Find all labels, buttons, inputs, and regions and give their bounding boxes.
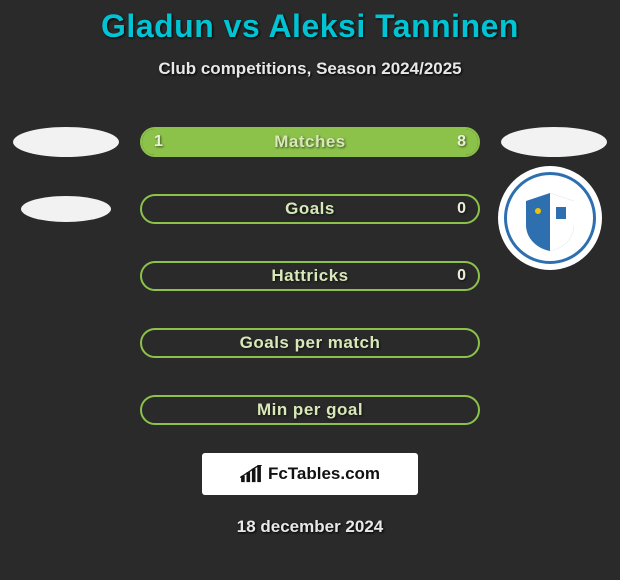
watermark-text: FcTables.com (268, 464, 380, 484)
bar-value-right: 8 (457, 133, 466, 151)
metric-bar: Goals per match (140, 328, 480, 358)
left-badge-slot (10, 251, 122, 301)
left-badge-slot (10, 117, 122, 167)
right-badge-slot (498, 318, 610, 368)
ellipse-badge-icon (13, 127, 119, 157)
date-label: 18 december 2024 (0, 517, 620, 537)
watermark: FcTables.com (202, 453, 418, 495)
metric-row: 1 Matches 8 (10, 117, 610, 167)
ellipse-badge-icon (21, 196, 111, 222)
bar-label: Min per goal (142, 400, 478, 420)
left-badge-slot (10, 184, 122, 234)
comparison-infographic: Gladun vs Aleksi Tanninen Club competiti… (0, 0, 620, 537)
left-badge-slot (10, 318, 122, 368)
bar-chart-icon (240, 465, 262, 483)
metric-row: Goals per match (10, 318, 610, 368)
metric-row: Goals 0 (10, 184, 610, 234)
metric-bar: Min per goal (140, 395, 480, 425)
bar-label: Goals (142, 199, 478, 219)
bar-label: Goals per match (142, 333, 478, 353)
ellipse-badge-icon (501, 127, 607, 157)
metric-row: Hattricks 0 (10, 251, 610, 301)
metric-row: Min per goal (10, 385, 610, 435)
right-badge-slot (498, 251, 610, 301)
bar-value-right: 0 (457, 267, 466, 285)
bar-value-right: 0 (457, 200, 466, 218)
metric-bar: Goals 0 (140, 194, 480, 224)
metric-bar: Hattricks 0 (140, 261, 480, 291)
bar-label: Hattricks (142, 266, 478, 286)
right-badge-slot (498, 184, 610, 234)
metric-rows: 1 Matches 8 Goals 0 (0, 117, 620, 435)
right-badge-slot (498, 385, 610, 435)
subtitle: Club competitions, Season 2024/2025 (0, 59, 620, 79)
page-title: Gladun vs Aleksi Tanninen (0, 8, 620, 45)
right-badge-slot (498, 117, 610, 167)
bar-label: Matches (142, 132, 478, 152)
left-badge-slot (10, 385, 122, 435)
metric-bar: 1 Matches 8 (140, 127, 480, 157)
